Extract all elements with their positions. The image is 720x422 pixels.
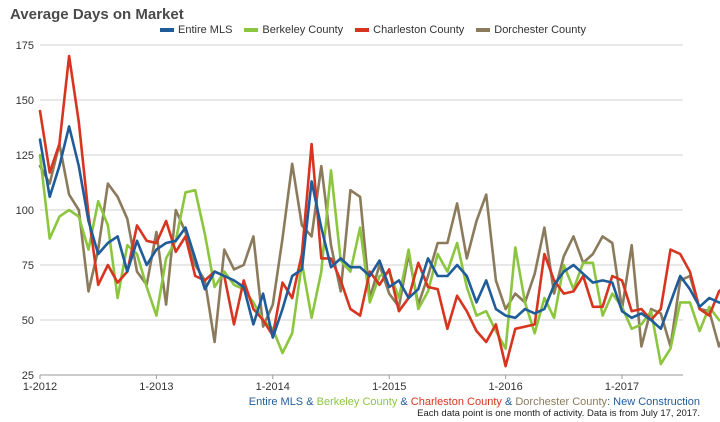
legend-item-entire-mls[interactable]: Entire MLS [160,24,232,36]
footer-caption-part: & [501,396,516,408]
legend-label: Berkeley County [262,24,344,36]
x-tick-label: 1-2017 [605,381,639,393]
footer-caption-part: & [303,396,317,408]
x-tick-label: 1-2015 [372,381,406,393]
x-tick-label: 1-2012 [23,381,57,393]
y-tick-label: 175 [16,40,34,52]
legend-label: Dorchester County [494,24,586,36]
x-tick-label: 1-2014 [256,381,290,393]
y-tick-label: 100 [16,205,34,217]
legend-label: Charleston County [373,24,465,36]
legend-swatch [355,28,370,32]
legend-swatch [160,28,174,32]
footer-caption-part: Dorchester County [515,396,608,408]
footer-caption-part: Entire MLS [248,396,304,408]
y-tick-label: 50 [22,315,34,327]
legend: Entire MLS Berkeley County Charleston Co… [160,24,586,36]
footer-caption-part: & [397,396,411,408]
legend-swatch [244,28,259,32]
legend-item-charleston[interactable]: Charleston County [355,24,464,36]
y-tick-label: 150 [16,95,34,107]
legend-item-dorchester[interactable]: Dorchester County [476,24,586,36]
y-tick-label: 75 [22,260,34,272]
footer-caption-part: Charleston County [410,396,502,408]
chart-title: Average Days on Market [10,6,184,23]
legend-swatch [476,28,491,32]
legend-item-berkeley[interactable]: Berkeley County [244,24,343,36]
legend-label: Entire MLS [178,24,233,36]
series-line-entire-mls[interactable] [38,125,720,339]
footer-note: Each data point is one month of activity… [417,408,700,419]
series-line-dorchester-county[interactable] [38,142,720,348]
footer-caption-part: : New Construction [607,396,700,408]
x-tick-label: 1-2013 [139,381,173,393]
footer-caption-part: Berkeley County [316,396,398,408]
y-tick-label: 25 [22,370,34,382]
y-tick-label: 125 [16,150,34,162]
x-tick-label: 1-2016 [488,381,522,393]
footer-series-caption: Entire MLS & Berkeley County & Charlesto… [249,396,700,408]
